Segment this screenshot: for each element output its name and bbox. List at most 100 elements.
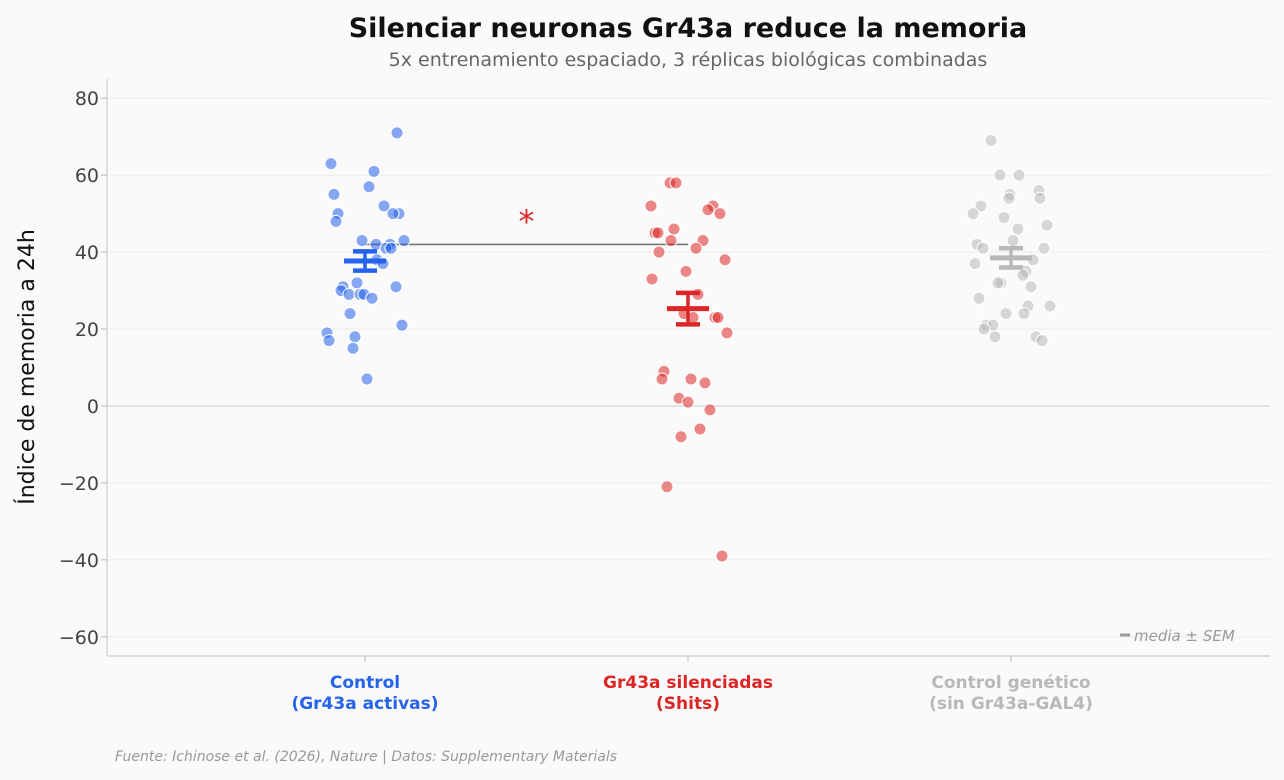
category-label-line2: (Gr43a activas) — [291, 694, 438, 714]
data-point — [664, 234, 678, 248]
data-point — [355, 234, 369, 248]
data-point — [362, 180, 376, 194]
data-point — [977, 322, 991, 336]
chart-title: Silenciar neuronas Gr43a reduce la memor… — [349, 13, 1028, 44]
y-tick-label: 40 — [75, 242, 99, 264]
data-point — [651, 226, 665, 240]
axes — [106, 79, 1270, 657]
data-point — [1011, 222, 1025, 236]
data-point — [645, 272, 659, 286]
data-point — [1017, 307, 1031, 321]
data-point — [644, 199, 658, 213]
data-point — [976, 241, 990, 255]
source-note: Fuente: Ichinose et al. (2026), Nature |… — [115, 749, 617, 765]
data-point — [997, 210, 1011, 224]
data-point — [713, 207, 727, 221]
mean-sem — [344, 249, 386, 273]
y-tick-label: −40 — [59, 550, 99, 572]
data-point — [718, 253, 732, 267]
data-point — [1016, 268, 1030, 282]
data-point — [397, 234, 411, 248]
data-point — [395, 318, 409, 332]
data-point — [689, 241, 703, 255]
data-point — [991, 276, 1005, 290]
mean-sem — [667, 290, 709, 327]
y-tick-label: 60 — [75, 165, 99, 187]
data-point — [655, 372, 669, 386]
data-point — [669, 176, 683, 190]
data-point — [703, 403, 717, 417]
data-point — [1043, 299, 1057, 313]
data-point — [367, 164, 381, 178]
data-point — [322, 334, 336, 348]
legend: media ± SEM — [1120, 627, 1235, 645]
data-point — [684, 372, 698, 386]
y-tick-label: −20 — [59, 473, 99, 495]
group-points — [320, 126, 411, 386]
y-tick-label: 0 — [87, 396, 99, 418]
data-point — [999, 307, 1013, 321]
data-point — [377, 199, 391, 213]
data-point — [348, 330, 362, 344]
category-label-line1: Control — [330, 673, 400, 693]
data-point — [365, 291, 379, 305]
data-point — [1037, 241, 1051, 255]
data-point — [360, 372, 374, 386]
category-label-line2: (Shits) — [656, 694, 720, 714]
data-point — [350, 276, 364, 290]
data-point — [346, 341, 360, 355]
data-point — [972, 291, 986, 305]
data-point — [1006, 234, 1020, 248]
y-axis-label: Índice de memoria a 24h — [14, 229, 40, 505]
data-point — [1033, 191, 1047, 205]
group-points — [644, 176, 734, 563]
data-point — [343, 307, 357, 321]
category-label-line1: Gr43a silenciadas — [603, 673, 773, 693]
data-point — [993, 168, 1007, 182]
data-point — [974, 199, 988, 213]
data-point — [1035, 334, 1049, 348]
legend-label: media ± SEM — [1134, 627, 1235, 645]
data-point — [711, 310, 725, 324]
gridlines — [107, 97, 1270, 638]
y-ticks: −60 −40 −20 0 20 40 60 80 — [59, 88, 107, 649]
data-point — [660, 480, 674, 494]
data-point — [693, 422, 707, 436]
significance-bracket: * — [365, 202, 688, 246]
x-category-labels: Control(Gr43a activas)Gr43a silenciadas(… — [291, 656, 1093, 714]
data-point — [984, 134, 998, 148]
data-points — [320, 126, 1057, 563]
data-point — [1002, 191, 1016, 205]
data-point — [1040, 218, 1054, 232]
data-point — [720, 326, 734, 340]
data-point — [342, 287, 356, 301]
data-point — [386, 207, 400, 221]
data-point — [652, 245, 666, 259]
y-tick-label: −60 — [59, 627, 99, 649]
data-point — [327, 187, 341, 201]
data-point — [701, 203, 715, 217]
data-point — [1012, 168, 1026, 182]
category-label-line1: Control genético — [931, 673, 1090, 693]
data-point — [667, 222, 681, 236]
data-point — [674, 430, 688, 444]
data-point — [384, 241, 398, 255]
y-tick-label: 80 — [75, 88, 99, 110]
data-point — [698, 376, 712, 390]
data-point — [966, 207, 980, 221]
data-point — [324, 157, 338, 171]
chart-subtitle: 5x entrenamiento espaciado, 3 réplicas b… — [389, 49, 988, 71]
data-point — [329, 214, 343, 228]
significance-star: * — [519, 202, 535, 240]
data-point — [1024, 280, 1038, 294]
mean-sem-markers — [344, 246, 1032, 327]
data-point — [390, 126, 404, 140]
data-point — [988, 330, 1002, 344]
data-point — [968, 257, 982, 271]
data-point — [679, 264, 693, 278]
category-label-line2: (sin Gr43a-GAL4) — [929, 694, 1093, 714]
y-tick-label: 20 — [75, 319, 99, 341]
data-point — [389, 280, 403, 294]
group-points — [966, 134, 1057, 348]
